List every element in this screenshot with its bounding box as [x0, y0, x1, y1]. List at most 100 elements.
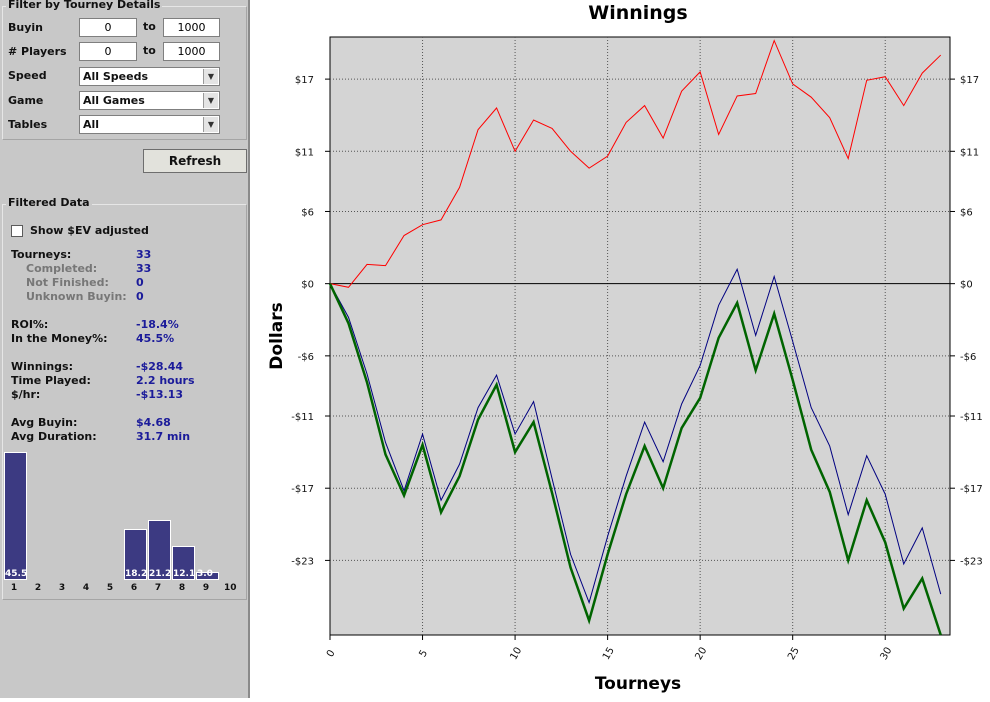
refresh-button[interactable]: Refresh — [143, 149, 247, 173]
y-tick-label-left: $6 — [301, 207, 314, 218]
speed-label: Speed — [8, 69, 47, 82]
histogram-bar-value: 21.2 — [149, 569, 172, 579]
histogram-x-label: 1 — [10, 583, 18, 593]
series-line-3 — [328, 283, 942, 636]
stat-value: 45.5% — [136, 332, 175, 345]
y-tick-label-right: -$17 — [960, 484, 983, 495]
histogram-bar — [124, 528, 147, 580]
histogram-x-label: 7 — [154, 583, 162, 593]
game-select[interactable]: All Games ▼ — [79, 91, 220, 110]
y-tick-label-right: -$6 — [960, 352, 976, 363]
x-tick-label: 5 — [417, 648, 430, 659]
plot-area — [329, 36, 951, 636]
buyin-to-label: to — [143, 20, 156, 33]
y-tick-label-left: -$23 — [291, 556, 314, 567]
game-select-value: All Games — [83, 94, 145, 107]
players-to-label: to — [143, 44, 156, 57]
stat-value: 2.2 hours — [136, 374, 195, 387]
chart-title: Winnings — [588, 2, 687, 24]
stat-value: 33 — [136, 248, 152, 261]
histogram-x-label: 2 — [34, 583, 42, 593]
buyin-min-input[interactable] — [79, 18, 137, 37]
x-axis-label: Tourneys — [595, 674, 681, 694]
histogram-bar-value: 18.2 — [125, 569, 148, 579]
game-label: Game — [8, 94, 44, 107]
histogram-bar-value: 45.5 — [5, 569, 28, 579]
buyin-label: Buyin — [8, 21, 43, 34]
y-tick-label-right: $17 — [960, 75, 979, 86]
players-label: # Players — [8, 45, 67, 58]
ev-adjusted-label: Show $EV adjusted — [30, 224, 149, 237]
stat-label: In the Money%: — [11, 332, 108, 345]
y-tick-label-left: -$11 — [291, 412, 314, 423]
stat-value: 33 — [136, 262, 152, 275]
y-tick-label-left: -$6 — [298, 352, 314, 363]
filtered-data-group — [2, 204, 247, 600]
histogram-bar-value: 12.1 — [173, 569, 196, 579]
stat-label: ROI%: — [11, 318, 49, 331]
y-tick-label-right: -$11 — [960, 412, 983, 423]
y-axis-label: Dollars — [267, 302, 287, 369]
stat-label: Avg Buyin: — [11, 416, 78, 429]
stat-value: $4.68 — [136, 416, 171, 429]
y-tick-label-right: $0 — [960, 280, 973, 291]
chevron-down-icon[interactable]: ▼ — [203, 117, 218, 132]
x-tick-label: 20 — [694, 645, 710, 662]
histogram-bar — [148, 520, 171, 580]
stat-label: Unknown Buyin: — [26, 290, 127, 303]
chevron-down-icon[interactable]: ▼ — [203, 69, 218, 84]
filter-panel: Filter by Tourney Details Buyin to # Pla… — [0, 0, 250, 698]
stat-label: Time Played: — [11, 374, 91, 387]
stat-value: 0 — [136, 276, 144, 289]
y-tick-label-right: $11 — [960, 147, 979, 158]
speed-select-value: All Speeds — [83, 70, 149, 83]
filter-group-title: Filter by Tourney Details — [6, 0, 163, 11]
stat-value: 0 — [136, 290, 144, 303]
stat-label: Avg Duration: — [11, 430, 97, 443]
histogram-x-label: 10 — [224, 583, 237, 593]
players-max-input[interactable] — [163, 42, 220, 61]
histogram-x-label: 3 — [58, 583, 66, 593]
histogram-bar-value: 3.0 — [197, 569, 213, 579]
y-tick-label-left: $11 — [295, 147, 314, 158]
tables-select[interactable]: All ▼ — [79, 115, 220, 134]
x-tick-label: 0 — [325, 648, 338, 659]
ev-adjusted-checkbox[interactable] — [11, 225, 23, 237]
stat-value: 31.7 min — [136, 430, 191, 443]
histogram-bar — [4, 452, 27, 580]
winnings-chart: 0 5 10 15 20 25 30 $17 $17 $11 $11 $6 $6 $0 $0 -$6 -$6 -$… — [252, 0, 990, 698]
tables-label: Tables — [8, 118, 48, 131]
chevron-down-icon[interactable]: ▼ — [203, 93, 218, 108]
y-tick-label-right: -$23 — [960, 556, 983, 567]
x-tick-label: 15 — [601, 645, 617, 662]
stat-value: -18.4% — [136, 318, 179, 331]
x-tick-label: 25 — [786, 645, 802, 662]
stat-value: -$28.44 — [136, 360, 184, 373]
series-line-1 — [329, 39, 942, 288]
histogram-x-label: 4 — [82, 583, 90, 593]
stat-label: Completed: — [26, 262, 98, 275]
stat-value: -$13.13 — [136, 388, 184, 401]
players-min-input[interactable] — [79, 42, 137, 61]
y-tick-label-left: $17 — [295, 75, 314, 86]
histogram-x-label: 9 — [202, 583, 210, 593]
stat-label: Winnings: — [11, 360, 73, 373]
histogram-x-label: 6 — [130, 583, 138, 593]
y-tick-label-left: -$17 — [291, 484, 314, 495]
histogram-x-label: 5 — [106, 583, 114, 593]
winnings-chart-svg: 0 5 10 15 20 25 30 $17 $17 $11 $11 $6 $6 $0 $0 -$6 -$6 -$… — [267, 2, 983, 694]
x-tick-label: 30 — [879, 645, 895, 662]
stat-label: Tourneys: — [11, 248, 72, 261]
y-tick-label-right: $6 — [960, 207, 973, 218]
stat-label: $/hr: — [11, 388, 41, 401]
buyin-max-input[interactable] — [163, 18, 220, 37]
series-line-2 — [329, 267, 942, 605]
histogram-bar — [196, 571, 219, 580]
y-tick-label-left: $0 — [301, 280, 314, 291]
histogram-x-label: 8 — [178, 583, 186, 593]
histogram-bar — [172, 545, 195, 580]
speed-select[interactable]: All Speeds ▼ — [79, 67, 220, 86]
x-tick-label: 10 — [508, 645, 524, 662]
stat-label: Not Finished: — [26, 276, 109, 289]
filtered-data-title: Filtered Data — [6, 196, 92, 209]
